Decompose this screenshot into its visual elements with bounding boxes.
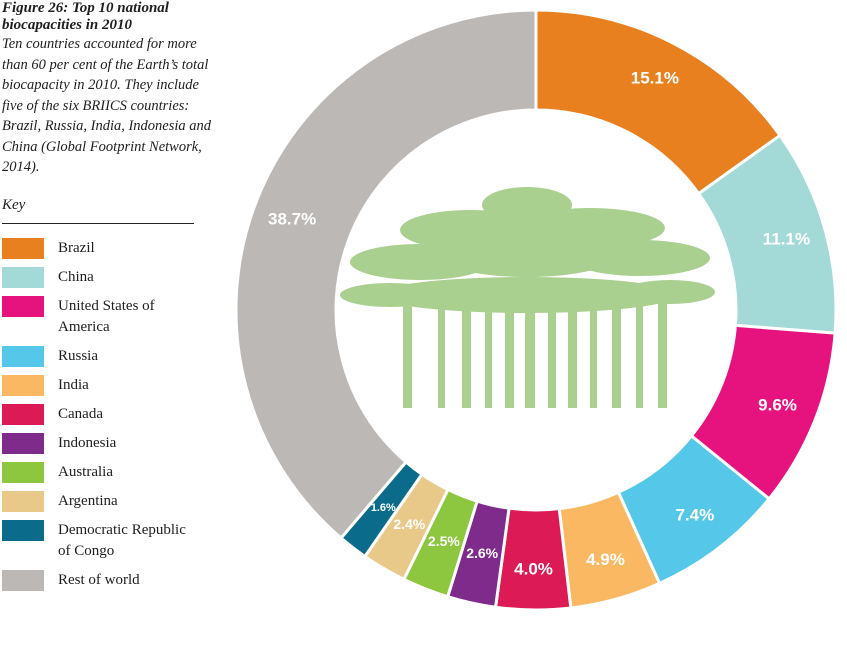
tree-illustration [340, 187, 715, 408]
legend-swatch [2, 266, 44, 288]
legend-label: Indonesia [58, 434, 117, 451]
value-label: 1.6% [371, 502, 396, 514]
donut-slice [234, 8, 538, 541]
legend-title: Key [2, 197, 194, 224]
legend-item: Canada [2, 403, 214, 425]
legend-label: Rest of world [58, 571, 140, 588]
value-label: 15.1% [631, 68, 679, 87]
legend-item: United States of America [2, 295, 214, 338]
legend-label: India [58, 376, 89, 393]
legend-swatch [2, 569, 44, 591]
legend-item: Brazil [2, 237, 214, 259]
legend: Brazil China United States of America Russi… [2, 237, 214, 591]
legend-item: Rest of world [2, 569, 214, 591]
chart-subtitle: Ten countries accounted for more than 60… [2, 36, 212, 175]
legend-label: China [58, 268, 94, 285]
legend-swatch [2, 374, 44, 396]
legend-label: Brazil [58, 239, 95, 256]
legend-swatch [2, 432, 44, 454]
value-label: 2.5% [428, 533, 460, 549]
legend-item: Indonesia [2, 432, 214, 454]
legend-label: Canada [58, 405, 103, 422]
legend-swatch [2, 295, 44, 317]
legend-swatch [2, 345, 44, 367]
legend-item: Democratic Republic of Congo [2, 519, 214, 562]
side-panel: Figure 26: Top 10 national biocapacities… [2, 0, 214, 599]
legend-label: United States of America [58, 297, 155, 335]
legend-item: Russia [2, 345, 214, 367]
legend-label: Russia [58, 347, 99, 364]
legend-item: Australia [2, 461, 214, 483]
legend-label: Australia [58, 463, 113, 480]
value-label: 2.4% [393, 516, 425, 532]
legend-swatch [2, 490, 44, 512]
legend-item: Argentina [2, 490, 214, 512]
legend-swatch [2, 519, 44, 541]
legend-label: Argentina [58, 492, 118, 509]
value-label: 2.6% [466, 545, 498, 561]
value-label: 11.1% [763, 230, 810, 249]
value-label: 4.9% [586, 550, 625, 569]
chart-title: Figure 26: Top 10 national biocapacities… [2, 0, 169, 33]
value-label: 4.0% [514, 559, 553, 578]
legend-swatch [2, 237, 44, 259]
legend-swatch [2, 403, 44, 425]
legend-item: China [2, 266, 214, 288]
value-label: 7.4% [675, 505, 714, 524]
legend-swatch [2, 461, 44, 483]
value-label: 9.6% [758, 396, 797, 415]
legend-label: Democratic Republic of Congo [58, 521, 186, 559]
legend-item: India [2, 374, 214, 396]
value-label: 38.7% [268, 209, 316, 228]
